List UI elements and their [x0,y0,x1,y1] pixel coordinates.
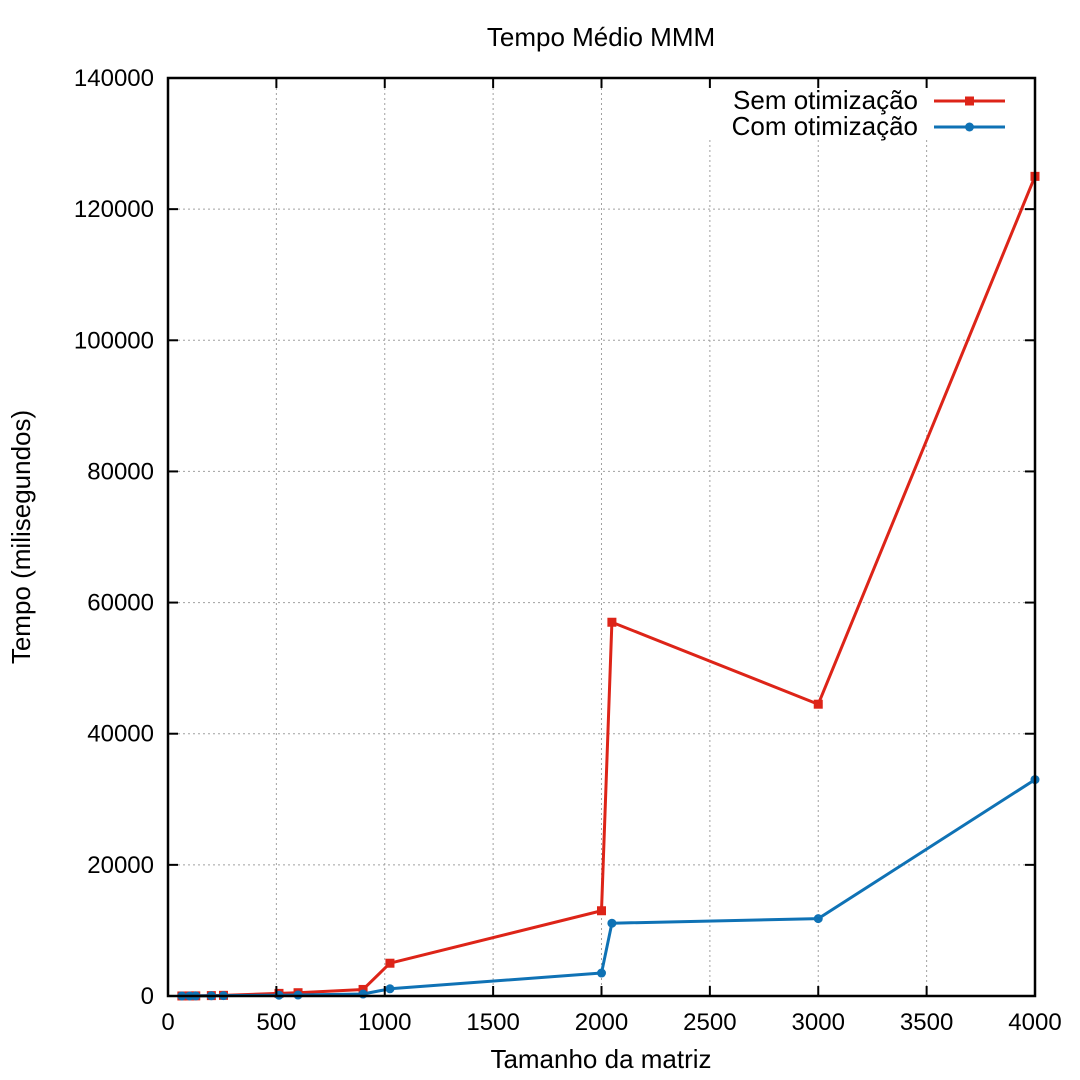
y-tick-label: 60000 [87,590,154,617]
legend-marker [965,96,974,106]
x-tick-label: 2500 [683,1009,736,1036]
legend-item: Sem otimização [733,85,1005,115]
x-tick-label: 1500 [466,1009,519,1036]
data-point [597,906,606,916]
x-tick-label: 0 [161,1009,174,1036]
data-point [597,968,606,978]
x-tick-label: 1000 [358,1009,411,1036]
data-point [358,984,368,994]
y-tick-label: 100000 [74,327,154,354]
data-point [607,918,617,928]
legend-label: Com otimização [732,111,918,141]
data-point [813,914,823,924]
data-point [385,984,395,994]
data-point [385,958,395,968]
y-tick-label: 80000 [87,458,154,485]
y-tick-label: 40000 [87,721,154,748]
legend-marker [965,122,974,132]
x-tick-label: 500 [256,1009,296,1036]
y-tick-label: 20000 [87,852,154,879]
data-point [607,617,617,627]
x-tick-label: 4000 [1008,1009,1061,1036]
y-tick-label: 0 [141,983,154,1010]
legend-label: Sem otimização [733,85,918,115]
y-tick-label: 120000 [74,196,154,223]
chart-title: Tempo Médio MMM [487,22,715,52]
x-tick-label: 3000 [792,1009,845,1036]
y-axis-title: Tempo (milisegundos) [6,410,36,664]
x-tick-label: 2000 [575,1009,628,1036]
axis-ticks: 0 500 1000 1500 2000 2500 3000 3500 400002000040… [74,65,1062,1036]
y-tick-label: 140000 [74,65,154,92]
data-point [813,699,823,709]
x-axis-title: Tamanho da matriz [490,1044,711,1074]
grid [168,78,1035,996]
x-tick-label: 3500 [900,1009,953,1036]
legend-item: Com otimização [732,111,1005,141]
